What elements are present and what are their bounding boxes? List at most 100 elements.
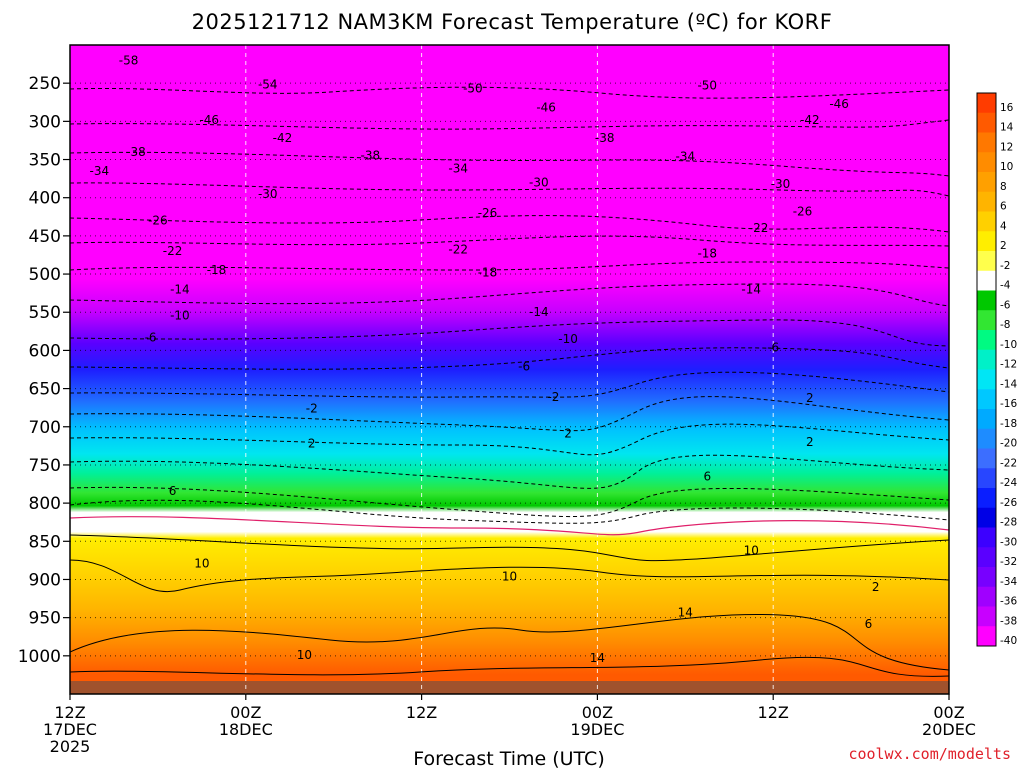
colorbar-swatch [977, 369, 996, 390]
x-tick-label: 00Z [933, 703, 964, 722]
contour-label: -38 [361, 149, 381, 163]
contour-label: -50 [463, 82, 483, 96]
colorbar-label: -40 [1000, 635, 1017, 647]
y-tick-label: 500 [29, 265, 61, 285]
contour-label: 6 [865, 617, 873, 631]
colorbar-label: 10 [1000, 161, 1013, 173]
contour-label: -22 [448, 243, 468, 257]
colorbar-label: -2 [1000, 260, 1010, 272]
colorbar-label: 2 [1000, 240, 1007, 252]
contour-label: -18 [478, 266, 498, 280]
colorbar-label: -28 [1000, 517, 1017, 529]
colorbar-swatch [977, 270, 996, 291]
contour-labels: -58 -54 -50 -50 -46 -46 -46 -42 -42 -38 -38 -38 -34 -… [89, 53, 879, 665]
contour-label: -14 [529, 305, 549, 319]
y-tick-label: 750 [29, 456, 61, 476]
x-tick-label: 17DEC [43, 720, 97, 739]
contour-label: -38 [126, 145, 146, 159]
contour-label: -34 [89, 164, 109, 178]
colorbar-label: -38 [1000, 615, 1017, 627]
colorbar-label: 6 [1000, 201, 1007, 213]
colorbar: 16 14 12 10 8 6 4 2 -2 -4 -6 -8 -10 -12 -14 -16 -18 -20 -2… [976, 92, 1017, 647]
colorbar-swatch [977, 389, 996, 410]
contour-label: -34 [448, 162, 468, 176]
colorbar-frame [976, 92, 997, 647]
x-tick-label: 19DEC [570, 720, 624, 739]
y-tick-label: 1000 [18, 647, 61, 667]
y-axis: 250 300 350 400 450 500 550 600 650 700 750 800 850 9… [18, 74, 70, 667]
colorbar-swatch [977, 547, 996, 568]
contour-label: -38 [595, 131, 615, 145]
x-tick-label: 12Z [406, 703, 437, 722]
x-tick-label: 00Z [230, 703, 261, 722]
contour-label: 2 [564, 427, 572, 441]
contour-label: -34 [675, 149, 695, 163]
colorbar-swatch [977, 527, 996, 548]
contour-label: -58 [119, 53, 139, 67]
colorbar-label: 14 [1000, 122, 1014, 134]
colorbar-swatch [977, 626, 996, 647]
plot-frame [69, 44, 950, 695]
contour-label: -26 [793, 204, 813, 218]
colorbar-label: 4 [1000, 220, 1007, 232]
contour-label: -18 [697, 246, 717, 260]
colorbar-swatch [977, 251, 996, 272]
colorbar-label: -36 [1000, 596, 1017, 608]
colorbar-label: -4 [1000, 280, 1011, 292]
x-tick-label: 18DEC [219, 720, 273, 739]
contour-label: -22 [163, 244, 183, 258]
y-tick-label: 600 [29, 341, 61, 361]
colorbar-label: -32 [1000, 556, 1017, 568]
contour-label: -6 [518, 359, 530, 373]
contour-label: -18 [207, 263, 227, 277]
colorbar-label: -8 [1000, 319, 1010, 331]
contour-label: -46 [199, 113, 219, 127]
y-tick-label: 650 [29, 380, 61, 400]
colorbar-swatch [977, 488, 996, 509]
colorbar-label: -12 [1000, 359, 1017, 371]
contour-label: 14 [678, 605, 693, 619]
contour-label: 2 [806, 435, 814, 449]
colorbar-label: -16 [1000, 398, 1017, 410]
contour-label: -10 [558, 332, 578, 346]
colorbar-label: -30 [1000, 536, 1017, 548]
colorbar-swatch [977, 231, 996, 252]
colorbar-label: -24 [1000, 477, 1017, 489]
colorbar-swatch [977, 428, 996, 449]
chart-title: 2025121712 NAM3KM Forecast Temperature (… [192, 10, 833, 34]
colorbar-label: -18 [1000, 418, 1017, 430]
y-tick-label: 300 [29, 112, 61, 132]
contour-label: -30 [529, 175, 549, 189]
contour-label: 14 [590, 651, 605, 665]
contour-lines [70, 86, 949, 677]
y-tick-label: 450 [29, 227, 61, 247]
contour-label: -2 [306, 401, 318, 415]
y-tick-label: 550 [29, 303, 61, 323]
contour-label: 10 [502, 569, 517, 583]
contour-label: -54 [258, 78, 278, 92]
terrain-surface [70, 681, 949, 694]
x-axis-label: Forecast Time (UTC) [413, 748, 604, 768]
colorbar-swatch [977, 211, 996, 232]
credit-text: coolwx.com/modelts [848, 745, 1011, 763]
colorbar-swatch [977, 606, 996, 627]
contour-label: 2 [872, 580, 880, 594]
x-tick-label: 12Z [758, 703, 789, 722]
colorbar-swatch [977, 310, 996, 331]
y-tick-label: 900 [29, 570, 61, 590]
x-tick-label: 2025 [50, 737, 91, 756]
y-tick-label: 400 [29, 189, 61, 209]
colorbar-label: -14 [1000, 378, 1017, 390]
colorbar-swatch [977, 586, 996, 607]
contour-label: -26 [478, 206, 498, 220]
y-tick-label: 350 [29, 151, 61, 171]
colorbar-swatch [977, 330, 996, 351]
colorbar-label: -20 [1000, 438, 1017, 450]
contour-label: -14 [741, 282, 761, 296]
contour-label: 10 [744, 543, 759, 557]
contour-label: -6 [145, 330, 157, 344]
colorbar-swatch [977, 349, 996, 370]
contour-label: -2 [547, 390, 559, 404]
